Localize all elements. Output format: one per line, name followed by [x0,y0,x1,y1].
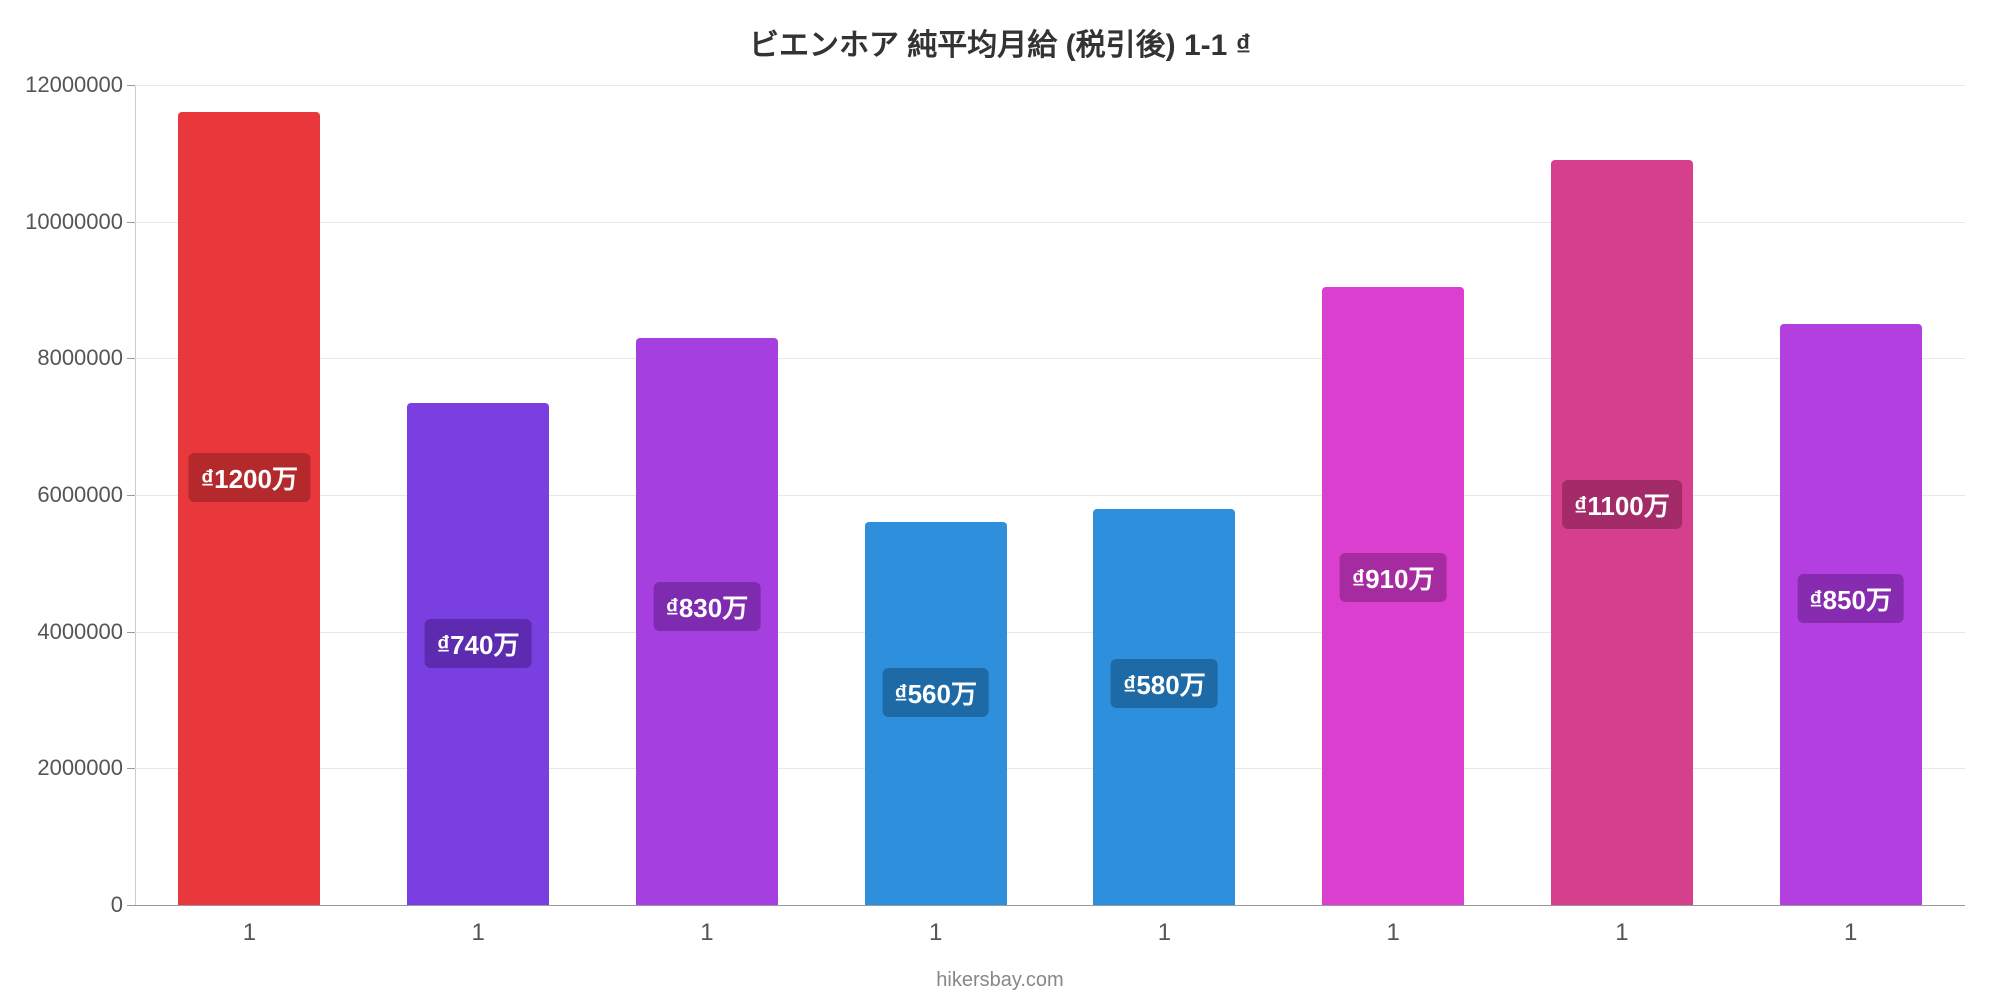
bar: ₫1100万 [1551,160,1693,905]
bar: ₫560万 [865,522,1007,905]
bar-value-label: ₫1100万 [1562,480,1682,529]
bar: ₫910万 [1322,287,1464,905]
x-tick-label: 1 [1844,905,1857,947]
chart-container: ビエンホア 純平均月給 (税引後) 1-1 ₫ 0200000040000006… [0,0,2000,1000]
x-tick-label: 1 [700,905,713,947]
bar: ₫740万 [407,403,549,905]
y-tick-label: 8000000 [37,345,135,371]
gridline [135,85,1965,86]
y-tick-label: 4000000 [37,619,135,645]
y-tick-label: 10000000 [25,209,135,235]
bar: ₫1200万 [178,112,320,905]
attribution-text: hikersbay.com [0,969,2000,992]
bar-value-label: ₫580万 [1111,659,1218,708]
bar-value-label: ₫1200万 [189,453,310,502]
y-tick-label: 6000000 [37,482,135,508]
y-tick-label: 12000000 [25,72,135,98]
bar-value-label: ₫910万 [1340,553,1447,602]
x-tick-label: 1 [1615,905,1628,947]
y-tick-label: 0 [111,892,135,918]
bar-value-label: ₫740万 [425,619,532,668]
x-tick-label: 1 [1158,905,1171,947]
bar-value-label: ₫830万 [653,582,760,631]
y-tick-label: 2000000 [37,755,135,781]
bar: ₫830万 [636,338,778,905]
bar-value-label: ₫850万 [1797,574,1904,623]
chart-title: ビエンホア 純平均月給 (税引後) 1-1 ₫ [0,20,2000,64]
x-tick-label: 1 [929,905,942,947]
x-tick-label: 1 [243,905,256,947]
x-tick-label: 1 [1386,905,1399,947]
bar: ₫580万 [1093,509,1235,905]
x-tick-label: 1 [471,905,484,947]
bar: ₫850万 [1780,324,1922,905]
chart-plot-area: 0200000040000006000000800000010000000120… [135,85,1965,906]
bar-value-label: ₫560万 [882,668,989,717]
